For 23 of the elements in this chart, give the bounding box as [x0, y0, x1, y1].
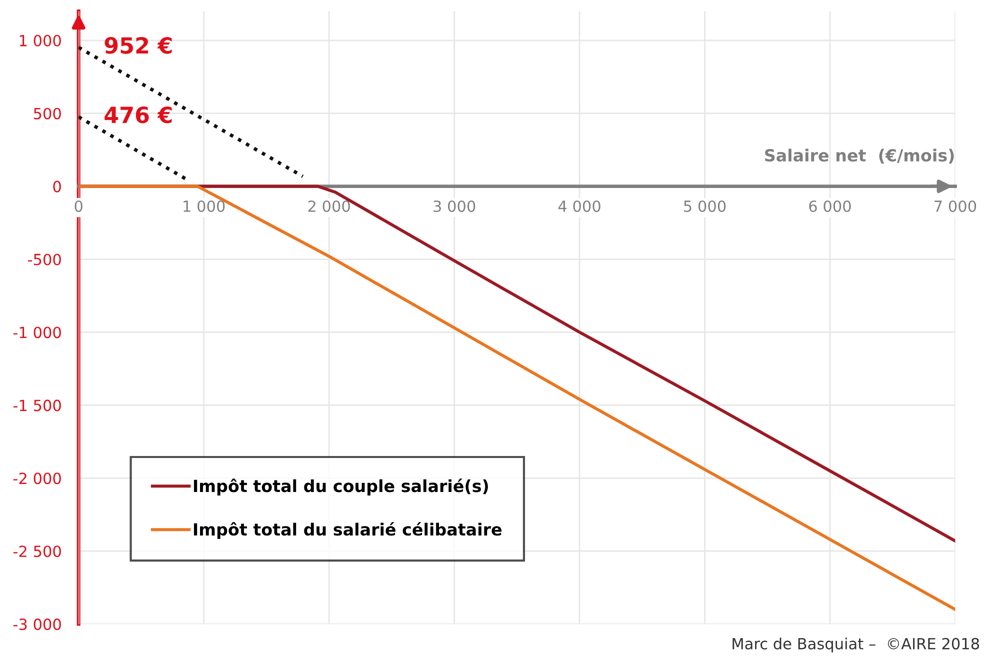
y-tick-label: -1 500	[13, 400, 61, 412]
x-tick-label: 0	[74, 200, 82, 212]
x-tick-label: 6 000	[809, 200, 851, 212]
annotation: 476 €	[104, 106, 172, 124]
legend-label: Impôt total du salarié célibataire	[194, 522, 502, 539]
legend-label: Impôt total du couple salarié(s)	[194, 478, 488, 496]
x-tick-label: 7 000	[934, 200, 976, 212]
y-tick-label: -2 000	[13, 472, 61, 484]
x-axis-title: Salaire net (€/mois)	[765, 148, 954, 164]
text: Marc de Basquiat – ©AIRE 2018	[732, 638, 980, 652]
y-tick-label: -2 500	[13, 546, 61, 558]
annotation: 952 €	[104, 37, 172, 54]
x-tick-label: 4 000	[558, 200, 600, 212]
x-tick-label: 1 000	[184, 200, 225, 212]
y-tick-label: 1 000	[20, 34, 61, 46]
x-tick-label: 2 000	[308, 200, 350, 212]
x-tick-label: 3 000	[434, 200, 476, 212]
y-tick-label: 0	[53, 180, 61, 192]
y-tick-label: -1 000	[13, 326, 61, 338]
y-tick-label: 500	[34, 108, 61, 120]
y-tick-label: -500	[28, 254, 61, 266]
x-tick-label: 5 000	[684, 200, 726, 212]
y-tick-label: -3 000	[13, 618, 61, 630]
